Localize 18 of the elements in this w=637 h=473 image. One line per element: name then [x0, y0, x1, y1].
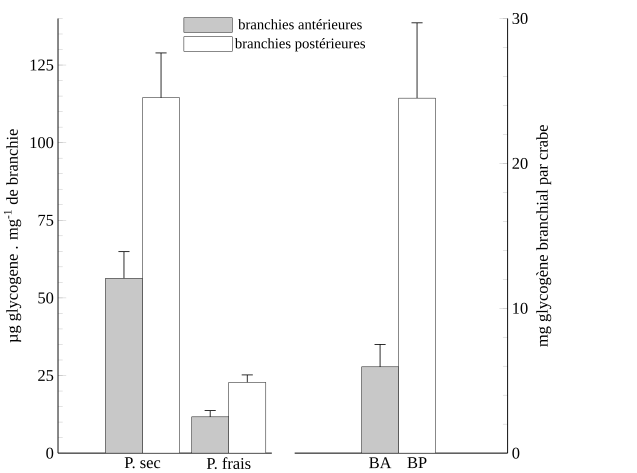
y2-tick-label: 30 — [512, 12, 528, 24]
x-tick-label: BP — [407, 457, 426, 468]
y-tick-label: 25 — [38, 370, 54, 381]
y-tick-label: 100 — [30, 136, 54, 148]
y2-tick-label: 0 — [512, 447, 520, 458]
y2-tick-label: 20 — [512, 158, 528, 169]
y2-tick-label: 10 — [513, 302, 528, 314]
legend-label: branchies antérieures — [238, 18, 362, 30]
y-tick-label: 0 — [46, 447, 54, 458]
y2-axis-title: mg glycogène branchial par crabe — [536, 124, 552, 347]
y-tick-label: 50 — [38, 292, 54, 304]
y-tick-label: 75 — [38, 214, 54, 226]
x-tick-label: P. frais — [206, 457, 250, 469]
y-tick-label: 125 — [30, 59, 54, 70]
legend-label: branchies postérieures — [234, 38, 366, 52]
y-axis-title: µg glycogene . mg$^{-1}$ de branchie — [4, 129, 22, 342]
x-tick-label: BA — [369, 457, 392, 468]
x-tick-label: P. sec — [124, 457, 160, 468]
